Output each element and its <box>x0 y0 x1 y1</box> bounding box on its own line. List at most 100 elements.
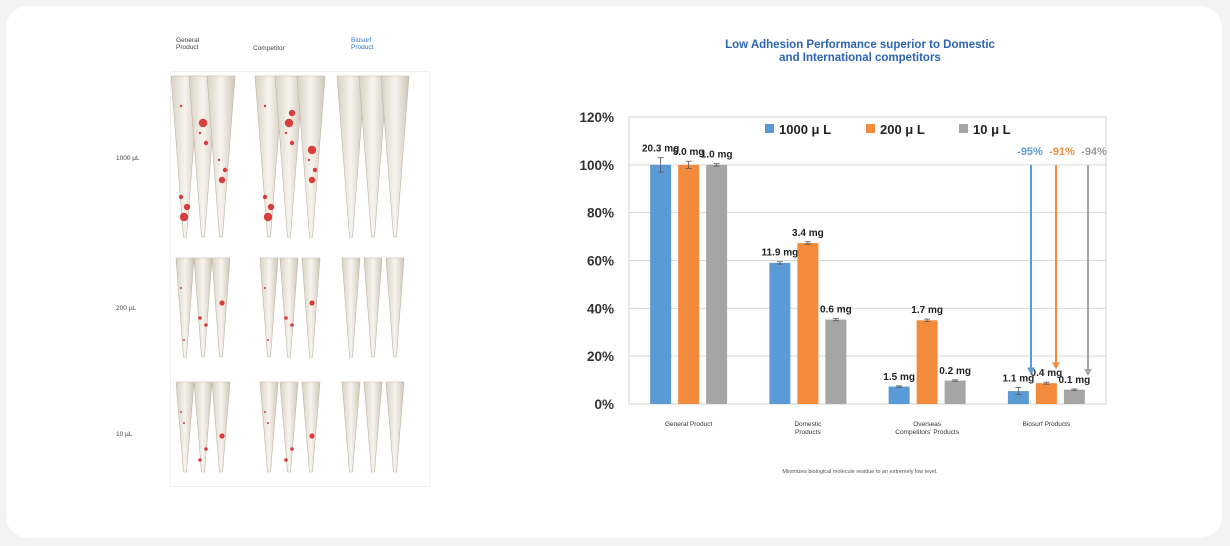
liquid-droplet <box>204 447 208 451</box>
x-category-label: Overseas <box>913 421 942 428</box>
legend-swatch <box>866 124 875 133</box>
data-label: 0.2 mg <box>939 366 971 377</box>
pipette-tip <box>211 257 231 358</box>
data-label: 1.5 mg <box>883 372 915 383</box>
pipette-tip-illustration <box>170 75 410 473</box>
liquid-droplet <box>218 176 226 184</box>
reduction-label: -94% <box>1081 146 1107 158</box>
liquid-droplet <box>219 433 225 439</box>
x-category-label: Competitors' Products <box>895 429 959 436</box>
pipette-tip <box>380 75 410 238</box>
bar <box>944 380 966 404</box>
data-label: 0.6 mg <box>820 304 852 315</box>
liquid-droplet <box>308 176 316 184</box>
liquid-droplet <box>178 194 184 200</box>
liquid-droplet <box>198 316 202 320</box>
bar <box>797 243 819 404</box>
pipette-tip-photo <box>170 72 429 486</box>
row-label-1000: 1000 µL <box>116 155 140 162</box>
liquid-droplet <box>284 118 294 128</box>
chart-title: Low Adhesion Performance superior to Dom… <box>600 39 1120 65</box>
data-label: 11.9 mg <box>762 248 799 259</box>
bar <box>650 164 672 404</box>
legend-label: 10 μ L <box>973 122 1011 137</box>
column-header-competitor: Competitor <box>253 45 285 52</box>
bar <box>1007 391 1029 404</box>
data-label: 20.3 mg <box>642 144 679 155</box>
liquid-droplet <box>204 323 208 327</box>
pipette-tip <box>341 257 361 358</box>
data-label: 5.0 mg <box>673 147 705 158</box>
pipette-tip <box>193 257 213 358</box>
data-label: 1.1 mg <box>1003 373 1035 384</box>
x-category-label: Products <box>795 429 821 436</box>
bar <box>1035 383 1057 404</box>
pipette-tip <box>193 381 213 473</box>
pipette-tip <box>206 75 236 238</box>
liquid-droplet <box>284 131 288 135</box>
liquid-droplet <box>180 411 182 413</box>
column-header-text: General Product <box>176 37 200 51</box>
column-header-biosurf: Biosurf Product <box>351 37 373 51</box>
bar <box>916 320 938 404</box>
liquid-droplet <box>284 316 288 320</box>
y-tick-label: 60% <box>587 254 614 269</box>
liquid-droplet <box>263 212 273 222</box>
liquid-droplet <box>219 300 225 306</box>
pipette-tip <box>259 381 279 473</box>
liquid-droplet <box>267 203 275 211</box>
liquid-droplet <box>179 104 183 108</box>
pipette-tip <box>336 75 366 238</box>
pipette-tip <box>385 381 405 473</box>
liquid-droplet <box>312 167 318 173</box>
x-category-label: General Product <box>665 421 713 428</box>
chart-footnote: Minimizes biological molecule residue to… <box>782 469 938 475</box>
pipette-tip <box>211 381 231 473</box>
pipette-tip <box>341 381 361 473</box>
reduction-label: -95% <box>1017 146 1043 158</box>
liquid-droplet <box>217 158 221 162</box>
liquid-droplet <box>183 339 185 341</box>
pipette-tip <box>175 381 195 473</box>
data-label: 0.4 mg <box>1031 368 1063 379</box>
pipette-tip <box>254 75 284 238</box>
y-tick-label: 0% <box>594 397 614 412</box>
liquid-droplet <box>198 131 202 135</box>
pipette-tip <box>274 75 304 238</box>
liquid-droplet <box>307 145 317 155</box>
pipette-tip <box>385 257 405 358</box>
y-tick-label: 80% <box>587 206 614 221</box>
photo-panel: General Product Competitor Biosurf Produ… <box>0 0 450 546</box>
bar <box>1063 389 1085 404</box>
liquid-droplet <box>284 458 288 462</box>
liquid-droplet <box>198 118 208 128</box>
pipette-tip <box>279 381 299 473</box>
liquid-droplet <box>263 104 267 108</box>
column-header-line: General Product <box>176 37 199 51</box>
x-category-label: Domestic <box>794 421 822 428</box>
x-category-label: Biosurf Products <box>1023 421 1071 428</box>
reduction-arrowhead <box>1027 367 1035 375</box>
bar <box>825 319 847 404</box>
pipette-tip <box>259 257 279 358</box>
data-label: 3.4 mg <box>792 228 824 239</box>
liquid-droplet <box>290 447 294 451</box>
data-label: 1.7 mg <box>911 305 943 316</box>
legend-swatch <box>959 124 968 133</box>
liquid-droplets <box>178 104 318 462</box>
row-label-10: 10 µL <box>116 431 133 438</box>
pipette-tip <box>363 381 383 473</box>
reduction-arrowhead <box>1084 368 1092 376</box>
chart-title-line2: and International competitors <box>779 52 941 64</box>
pipette-tip <box>296 75 326 238</box>
bar <box>678 164 700 404</box>
pipette-tip <box>301 257 321 358</box>
pipette-tip <box>279 257 299 358</box>
pipette-tip <box>301 381 321 473</box>
liquid-droplet <box>309 300 315 306</box>
pipette-tip <box>358 75 388 238</box>
liquid-droplet <box>264 411 266 413</box>
y-tick-label: 120% <box>579 110 614 125</box>
bar <box>769 262 791 404</box>
